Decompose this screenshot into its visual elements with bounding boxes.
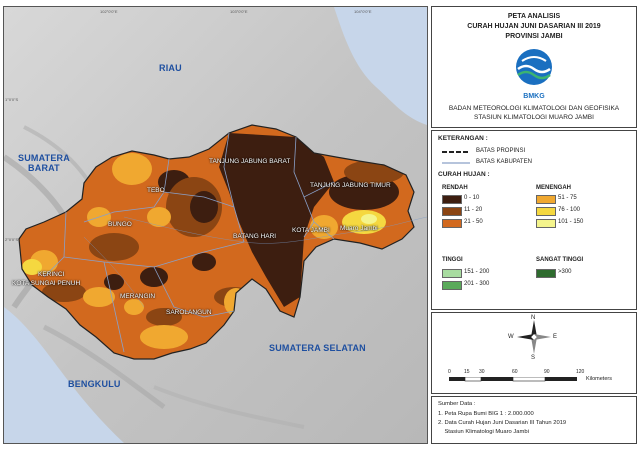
label-sumatera-selatan: SUMATERA SELATAN (269, 343, 366, 353)
map-canvas (4, 7, 427, 443)
tick-top-2: 103°0'0"E (230, 9, 248, 14)
bmkg-logo-icon (516, 49, 552, 85)
class-21-50: 21 - 50 (464, 219, 483, 225)
swatch-101-150 (536, 219, 556, 228)
compass-s: S (531, 355, 536, 361)
scale-unit: Kilometers (586, 376, 612, 382)
class-101-150: 101 - 150 (558, 219, 584, 225)
class-201-300: 201 - 300 (464, 281, 490, 287)
class-0-10: 0 - 10 (464, 195, 480, 201)
scale-tick-30: 30 (479, 369, 485, 375)
swatch-11-20 (442, 207, 462, 216)
label-batanghari: BATANG HARI (233, 233, 277, 240)
compass-n: N (531, 315, 536, 321)
label-tanjabtim: TANJUNG JABUNG TIMUR (310, 182, 391, 189)
org-line-1: BADAN METEOROLOGI KLIMATOLOGI DAN GEOFIS… (448, 105, 620, 112)
group-tinggi: TINGGI (442, 257, 463, 263)
compass-e: E (553, 334, 558, 340)
source-item-2: 2. Data Curah Hujan Juni Dasarian III Ta… (438, 420, 567, 426)
swatch-76-100 (536, 207, 556, 216)
label-riau: RIAU (159, 63, 182, 73)
map-title-3: PROVINSI JAMBI (505, 33, 563, 40)
sea-west (4, 307, 124, 443)
north-arrow-icon (517, 320, 551, 354)
group-sangat-tinggi: SANGAT TINGGI (536, 257, 584, 263)
class-76-100: 76 - 100 (558, 207, 581, 213)
class-51-75: 51 - 75 (558, 195, 577, 201)
swatch-201-300 (442, 281, 462, 290)
label-kotajambi: KOTA JAMBI (292, 227, 330, 234)
swatch-0-10 (442, 195, 462, 204)
map-frame[interactable]: 102°0'0"E 103°0'0"E 104°0'0"E 1°0'0"S 2°… (3, 6, 428, 444)
label-merangin: MERANGIN (120, 293, 156, 300)
label-sungaipenuh: KOTA SUNGAI PENUH (12, 280, 81, 287)
legend-panel: KETERANGAN : BATAS PROPINSI BATAS KABUPA… (431, 130, 637, 310)
label-sumatera-barat: SUMATERA BARAT (18, 153, 70, 173)
rain-heading: CURAH HUJAN : (438, 171, 490, 178)
label-sarolangun: SAROLANGUN (166, 309, 212, 316)
class-11-20: 11 - 20 (464, 207, 483, 213)
side-panel: PETA ANALISIS CURAH HUJAN JUNI DASARIAN … (431, 6, 637, 444)
title-panel: PETA ANALISIS CURAH HUJAN JUNI DASARIAN … (431, 6, 637, 128)
label-tanjabbar: TANJUNG JABUNG BARAT (209, 158, 291, 165)
source-heading: Sumber Data : (438, 401, 476, 407)
group-rendah: RENDAH (442, 185, 468, 191)
label-kerinci: KERINCI (38, 271, 65, 278)
swatch-300 (536, 269, 556, 278)
boundary-line-swatches (442, 151, 470, 164)
swatch-21-50 (442, 219, 462, 228)
scale-tick-60: 60 (512, 369, 518, 375)
group-menengah: MENENGAH (536, 185, 572, 191)
org-line-2: STASIUN KLIMATOLOGI MUARO JAMBI (474, 114, 594, 121)
province-boundary (18, 124, 415, 360)
tick-left-2: 2°0'0"S (5, 237, 19, 242)
scale-panel: N S E W 0 15 30 60 90 120 Kilometers (431, 312, 637, 394)
class-300: >300 (558, 269, 572, 275)
swatch-51-75 (536, 195, 556, 204)
compass-w: W (508, 334, 514, 340)
label-tebo: TEBO (147, 187, 165, 194)
scale-tick-120: 120 (576, 369, 585, 375)
scale-bar (449, 377, 577, 382)
label-bengkulu: BENGKULU (68, 379, 121, 389)
rivers (83, 216, 427, 308)
legend-heading: KETERANGAN : (438, 135, 488, 142)
legend-province-label: BATAS PROPINSI (476, 148, 526, 154)
scale-tick-15: 15 (464, 369, 470, 375)
legend-regency-label: BATAS KABUPATEN (476, 159, 532, 165)
source-item-1: 1. Peta Rupa Bumi BIG 1 : 2.000.000 (438, 411, 534, 417)
map-title-2: CURAH HUJAN JUNI DASARIAN III 2019 (467, 23, 601, 30)
swatch-151-200 (442, 269, 462, 278)
label-bungo: BUNGO (108, 221, 132, 228)
source-panel: Sumber Data : 1. Peta Rupa Bumi BIG 1 : … (431, 396, 637, 444)
tick-top-1: 102°0'0"E (100, 9, 118, 14)
regency-boundaries (43, 132, 335, 353)
tick-top-3: 104°0'0"E (354, 9, 372, 14)
scale-tick-90: 90 (544, 369, 550, 375)
tick-left-1: 1°0'0"S (5, 97, 19, 102)
map-title-1: PETA ANALISIS (507, 13, 561, 20)
scale-tick-0: 0 (448, 369, 451, 375)
label-muarojambi: Muaro Jambi (340, 225, 378, 232)
source-item-3: Stasiun Klimatologi Muaro Jambi (438, 429, 529, 435)
class-151-200: 151 - 200 (464, 269, 490, 275)
bmkg-logo-text: BMKG (523, 93, 545, 100)
